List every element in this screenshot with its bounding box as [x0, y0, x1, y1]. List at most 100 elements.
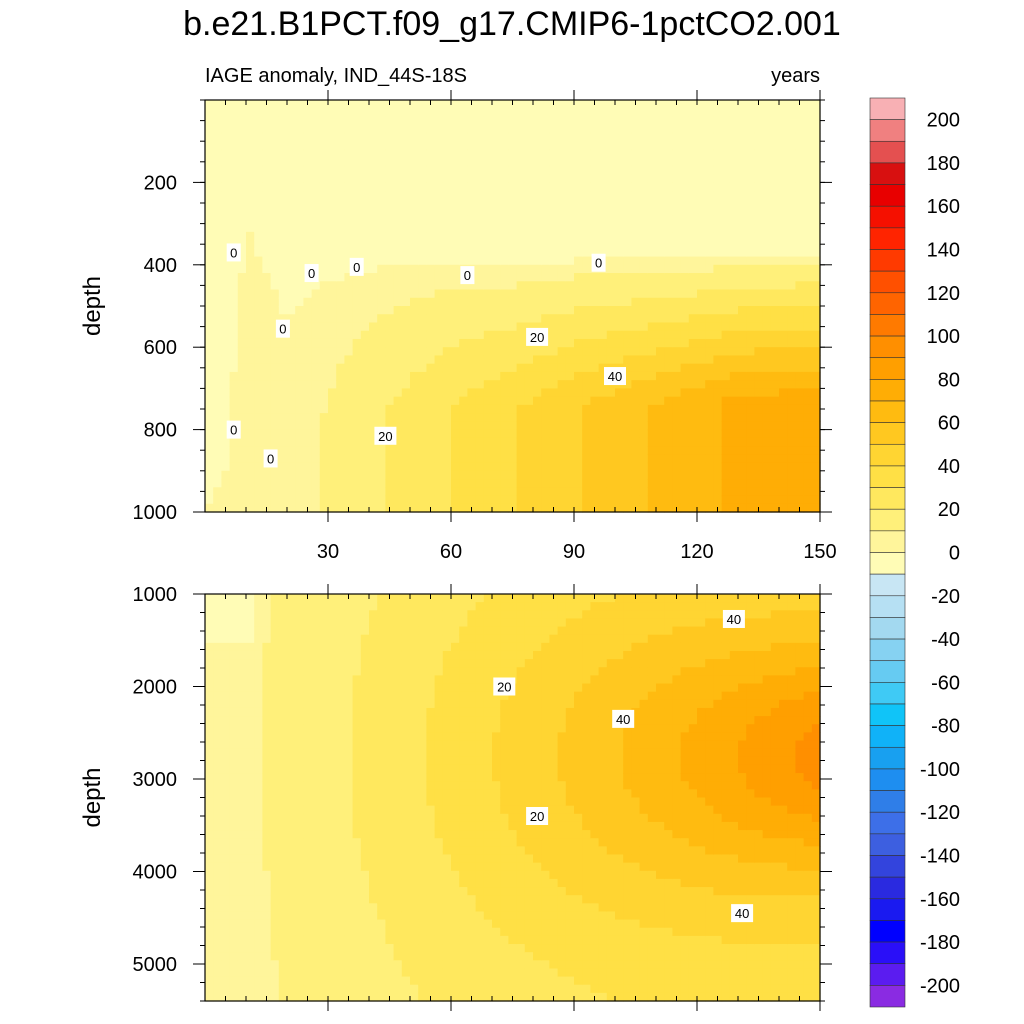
field-cell	[467, 470, 477, 480]
field-cell	[410, 297, 419, 307]
field-cell	[295, 198, 304, 208]
field-cell	[229, 306, 239, 315]
field-cell	[237, 903, 247, 913]
field-cell	[229, 878, 239, 888]
field-cell	[705, 149, 714, 159]
field-cell	[516, 132, 526, 142]
field-cell	[549, 495, 559, 505]
field-cell	[705, 413, 714, 422]
field-cell	[393, 338, 403, 348]
field-cell	[369, 380, 378, 389]
field-cell	[270, 231, 280, 241]
field-cell	[664, 306, 673, 315]
field-cell	[508, 223, 518, 233]
field-cell	[319, 297, 329, 307]
field-cell	[319, 256, 329, 266]
field-cell	[401, 437, 411, 447]
field-cell	[508, 264, 518, 274]
field-cell	[631, 223, 641, 233]
field-cell	[254, 862, 263, 872]
field-cell	[582, 124, 591, 134]
field-cell	[574, 116, 583, 126]
field-cell	[254, 610, 263, 620]
field-cell	[360, 634, 370, 644]
field-cell	[664, 446, 673, 455]
field-cell	[549, 355, 559, 365]
field-cell	[360, 388, 370, 398]
field-cell	[688, 141, 698, 151]
field-cell	[295, 870, 304, 880]
field-cell	[656, 108, 665, 118]
field-cell	[672, 141, 682, 151]
field-cell	[516, 182, 526, 192]
field-cell	[779, 322, 788, 332]
field-cell	[377, 470, 386, 480]
field-cell	[688, 479, 698, 488]
field-cell	[598, 446, 608, 455]
field-cell	[647, 231, 657, 241]
field-cell	[492, 338, 501, 348]
field-cell	[713, 314, 723, 324]
field-cell	[623, 388, 632, 398]
field-cell	[467, 421, 477, 431]
field-cell	[295, 773, 304, 782]
field-cell	[205, 724, 214, 733]
field-cell	[205, 231, 214, 241]
field-cell	[672, 314, 682, 324]
field-cell	[246, 927, 255, 937]
field-cell	[237, 322, 247, 332]
field-cell	[213, 380, 222, 389]
field-cell	[451, 297, 460, 307]
field-cell	[369, 413, 378, 422]
field-cell	[401, 273, 411, 282]
field-cell	[270, 813, 280, 823]
field-cell	[754, 446, 764, 455]
field-cell	[582, 215, 591, 225]
field-cell	[303, 870, 313, 880]
field-cell	[401, 306, 411, 315]
field-cell	[746, 207, 755, 216]
field-cell	[393, 215, 403, 225]
field-cell	[442, 289, 452, 299]
field-cell	[483, 437, 493, 447]
field-cell	[237, 984, 247, 994]
field-cell	[541, 470, 550, 480]
field-cell	[221, 683, 231, 693]
field-cell	[795, 182, 805, 192]
field-cell	[278, 297, 288, 307]
field-cell	[418, 421, 427, 431]
field-cell	[328, 355, 337, 365]
field-cell	[385, 231, 395, 241]
field-cell	[639, 149, 649, 159]
field-cell	[410, 322, 419, 332]
field-cell	[360, 927, 370, 937]
field-cell	[770, 124, 780, 134]
field-cell	[254, 895, 263, 904]
field-cell	[352, 380, 362, 389]
field-cell	[328, 911, 337, 921]
field-cell	[287, 976, 296, 986]
field-cell	[295, 132, 304, 142]
field-cell	[524, 314, 534, 324]
field-cell	[803, 306, 813, 315]
field-cell	[278, 462, 288, 472]
field-cell	[647, 281, 657, 291]
field-cell	[574, 338, 583, 348]
field-cell	[303, 256, 313, 266]
field-cell	[574, 503, 583, 513]
field-cell	[311, 992, 321, 1002]
field-cell	[270, 396, 280, 406]
field-cell	[434, 347, 444, 357]
field-cell	[623, 429, 632, 439]
field-cell	[270, 165, 280, 175]
field-cell	[287, 273, 296, 282]
field-cell	[229, 330, 239, 340]
field-cell	[303, 240, 313, 249]
field-cell	[254, 404, 263, 414]
field-cell	[639, 231, 649, 241]
field-cell	[516, 231, 526, 241]
field-cell	[524, 297, 534, 307]
field-cell	[287, 642, 296, 652]
field-cell	[287, 363, 296, 373]
field-cell	[319, 124, 329, 134]
